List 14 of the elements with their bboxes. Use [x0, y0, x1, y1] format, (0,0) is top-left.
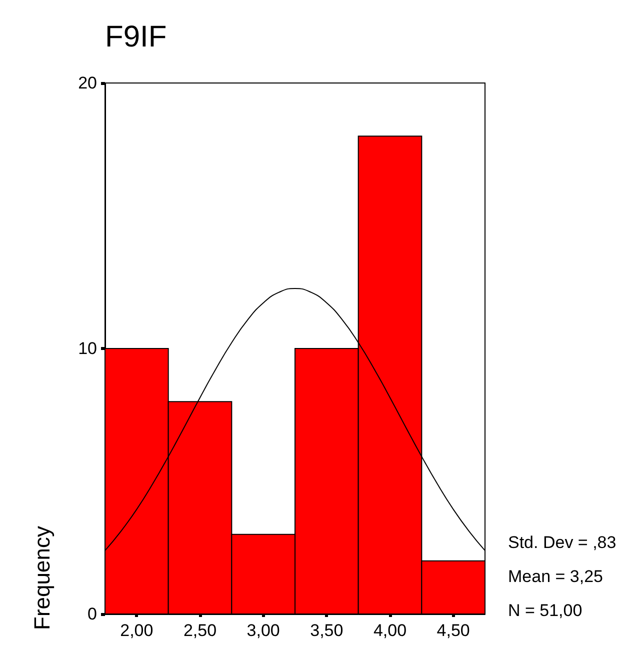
x-tick-label: 3,50 [310, 621, 344, 640]
y-tick-label: 10 [78, 339, 97, 358]
x-tick-label: 3,00 [246, 621, 280, 640]
y-tick-label: 0 [88, 604, 97, 624]
x-tick-label: 2,00 [120, 621, 154, 640]
text: Mean = 3,25 [508, 567, 603, 586]
x-tick-label: 2,50 [183, 621, 217, 640]
x-tick-label: 4,00 [373, 621, 407, 640]
y-tick-label: 20 [78, 74, 97, 92]
x-tick-label: 4,50 [436, 621, 470, 640]
text: Std. Dev = ,83 [508, 533, 616, 552]
y-axis-title: Frequency [30, 526, 54, 630]
text: N = 51,00 [508, 601, 582, 620]
chart-title: F9IF [105, 20, 167, 54]
